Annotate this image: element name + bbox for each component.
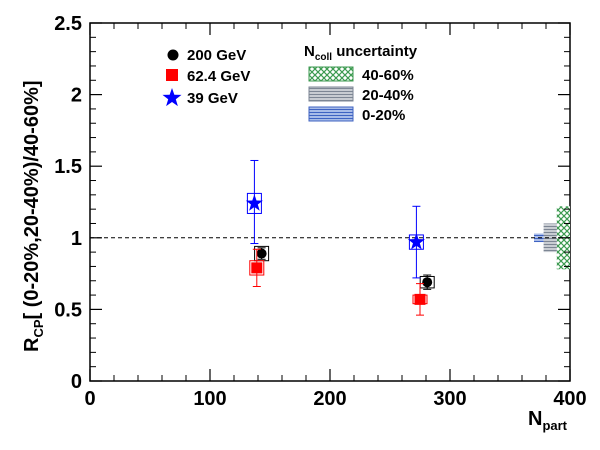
legend-label-62gev: 62.4 GeV (187, 68, 250, 85)
legend-marker-62gev (166, 69, 178, 81)
uncertainty-legend-title: Ncoll uncertainty (304, 43, 418, 63)
series-62_4-GeV (249, 248, 428, 316)
x-tick-label: 0 (84, 388, 95, 410)
x-axis-title-main: N (528, 408, 542, 430)
y-tick-label: 1.5 (54, 156, 82, 178)
y-axis-title-prefix: R (21, 337, 43, 352)
data-point-star (245, 194, 263, 211)
data-point-square (414, 293, 426, 305)
legend-label-0-20: 0-20% (362, 107, 405, 124)
legend-label-200gev: 200 GeV (187, 47, 246, 64)
data-point-circle (422, 277, 433, 288)
legend-swatch-0-20 (308, 106, 354, 122)
legend-swatch-40-60 (308, 66, 354, 82)
legend-marker-39gev (162, 88, 182, 107)
ncoll-uncertainty-legend: Ncoll uncertainty 40-60% 20-40% 0-20% (304, 43, 418, 124)
uncertainty-legend-title-rest: uncertainty (332, 43, 418, 60)
legend-label-40-60: 40-60% (362, 67, 414, 84)
series-200-GeV (254, 245, 435, 290)
y-tick-label: 2 (71, 85, 82, 107)
y-tick-label: 0 (71, 371, 82, 393)
series-legend: 200 GeV 62.4 GeV 39 GeV (162, 47, 250, 107)
uncertainty-band-20-40 (543, 223, 557, 253)
data-points (245, 159, 435, 316)
systematic-box (249, 260, 265, 276)
data-point-star (407, 233, 425, 250)
axis-ticks: 0 100 200 300 400 0 0.5 1 1.5 2 2.5 (54, 13, 587, 410)
uncertainty-legend-title-sub: coll (315, 52, 332, 63)
x-tick-label: 300 (433, 388, 466, 410)
y-tick-label: 2.5 (54, 13, 82, 35)
legend-label-39gev: 39 GeV (187, 90, 238, 107)
data-point-circle (256, 248, 267, 259)
legend-marker-200gev (167, 49, 179, 61)
x-tick-label: 100 (193, 388, 226, 410)
systematic-box (246, 192, 262, 214)
systematic-box (419, 275, 435, 289)
data-point-square (251, 262, 263, 274)
x-tick-label: 400 (553, 388, 586, 410)
x-tick-label: 200 (313, 388, 346, 410)
uncertainty-legend-title-main: N (304, 43, 315, 60)
series-39-GeV (245, 159, 425, 279)
y-axis-title-sub: CP (31, 319, 46, 337)
x-axis-title: Npart (528, 408, 568, 433)
legend-swatch-20-40 (308, 86, 354, 102)
legend-label-20-40: 20-40% (362, 87, 414, 104)
y-tick-label: 0.5 (54, 299, 82, 321)
y-tick-label: 1 (71, 228, 82, 250)
x-axis-title-sub: part (542, 418, 567, 433)
y-axis-title: RCP[ (0-20%,20-40%)/40-60%] (21, 80, 46, 352)
y-axis-title-rest: [ (0-20%,20-40%)/40-60%] (21, 80, 43, 319)
